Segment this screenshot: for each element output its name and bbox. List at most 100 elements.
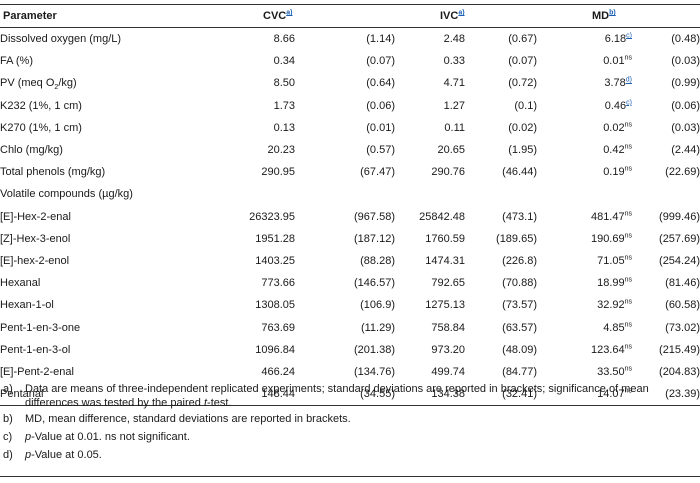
header-ivc-footnote-link[interactable]: a) [458, 9, 465, 17]
md-value: 0.46c) [537, 95, 632, 117]
row-label: PV (meq O2/kg) [0, 72, 218, 94]
table-row: [E]-Pent-2-enal 466.24 (134.76) 499.74 (84.7… [0, 361, 700, 383]
md-significance-mark: ns [624, 121, 633, 129]
ivc-sd: (1.95) [508, 144, 538, 157]
table-row: Chlo (mg/kg) 20.23 (0.57) 20.65 (1.95) 0.42ns… [0, 139, 700, 161]
md-number: 481.47 [590, 210, 625, 223]
cvc-value: 0.34 [273, 55, 295, 68]
row-label: Chlo (mg/kg) [0, 144, 63, 157]
ivc-value: 20.65 [437, 144, 465, 157]
cvc-sd: (106.9) [360, 299, 395, 312]
md-number: 123.64 [590, 343, 625, 356]
cvc-value: 20.23 [267, 144, 295, 157]
md-significance-mark: ns [624, 143, 633, 151]
md-significance-mark: ns [624, 365, 633, 373]
header-md-footnote-link[interactable]: b) [609, 9, 616, 17]
md-number: 6.18 [604, 33, 627, 46]
ivc-value: 758.84 [431, 321, 465, 334]
md-sd: (81.46) [665, 277, 700, 290]
footnote-c: c) p-Value at 0.01. ns not significant. [0, 430, 700, 444]
md-sd: (60.58) [665, 299, 700, 312]
ivc-sd: (46.44) [502, 166, 538, 179]
table-row: K232 (1%, 1 cm) 1.73 (0.06) 1.27 (0.1) 0.46c)… [0, 95, 700, 117]
header-cvc-footnote-link[interactable]: a) [286, 9, 293, 17]
ivc-sd: (473.1) [502, 210, 538, 223]
md-number: 32.92 [597, 299, 625, 312]
md-significance-mark: ns [624, 320, 633, 328]
ivc-value: 290.76 [431, 166, 465, 179]
ivc-sd: (226.8) [502, 254, 538, 267]
ivc-sd: (32.41) [465, 383, 538, 407]
header-parameter: Parameter [0, 4, 218, 28]
footnote-b-text: MD, mean difference, standard deviations… [25, 413, 351, 425]
footnote-c-text: p-Value at 0.01. ns not significant. [25, 430, 700, 444]
ivc-sd: (73.57) [502, 299, 538, 312]
footnote-a: a) Data are means of three-independent r… [0, 382, 700, 410]
ivc-sd: (0.07) [508, 55, 538, 68]
md-footnote-link[interactable]: d) [625, 76, 633, 84]
header-ivc-label: IVC [440, 10, 459, 22]
md-number: 190.69 [590, 232, 625, 245]
section-row: Volatile compounds (µg/kg) [0, 183, 700, 205]
md-value: 18.99ns [537, 272, 632, 294]
md-value: 0.01ns [537, 50, 632, 72]
row-label: [E]-Pent-2-enal [0, 365, 74, 378]
md-value: 4.85ns [537, 316, 632, 338]
bottom-rule [0, 476, 700, 477]
md-significance-mark: ns [624, 54, 633, 62]
table-row: Hexanal 773.66 (146.57) 792.65 (70.88) 18.99n… [0, 272, 700, 294]
row-label-subscript: 2 [54, 84, 59, 92]
row-label-text: PV (meq O [0, 77, 55, 90]
md-value: 481.47ns [537, 206, 632, 228]
ivc-value: 792.65 [431, 277, 465, 290]
ivc-value: 1760.59 [425, 232, 465, 245]
ivc-sd: (189.65) [496, 232, 538, 245]
cvc-sd: (134.76) [354, 365, 395, 378]
md-sd: (0.03) [671, 55, 700, 68]
cvc-sd: (11.29) [360, 321, 395, 334]
ivc-value: 0.33 [443, 55, 465, 68]
md-value: 32.92ns [537, 294, 632, 316]
footnote-d-text: p-Value at 0.05. [25, 448, 700, 462]
row-label: Pent-1-en-3-one [0, 321, 81, 334]
ivc-sd: (0.72) [508, 77, 538, 90]
md-number: 4.85 [603, 321, 625, 334]
ivc-sd: (0.1) [514, 99, 538, 112]
md-value: 190.69ns [537, 228, 632, 250]
row-label: [E]-Hex-2-enal [0, 210, 71, 223]
row-label: Pentanal [0, 383, 218, 407]
md-sd: (2.44) [671, 144, 700, 157]
md-footnote-link[interactable]: c) [626, 99, 633, 106]
footnote-a-marker: a) [3, 383, 13, 395]
ivc-value: 1.27 [443, 99, 465, 112]
footnote-a-italic: t [203, 397, 208, 409]
table-row: Dissolved oxygen (mg/L) 8.66 (1.14) 2.48 (0.… [0, 28, 700, 51]
md-significance-mark: ns [624, 387, 633, 395]
footnote-d-italic: p [25, 449, 32, 461]
ivc-sd: (48.09) [502, 343, 538, 356]
cvc-value: 8.50 [273, 77, 295, 90]
cvc-value: 290.95 [261, 166, 295, 179]
md-value: 0.42ns [537, 139, 632, 161]
table-row: Hexan-1-ol 1308.05 (106.9) 1275.13 (73.57) 32… [0, 294, 700, 316]
table-row: Pent-1-en-3-one 763.69 (11.29) 758.84 (63.57… [0, 316, 700, 338]
md-number: 18.99 [597, 277, 625, 290]
md-significance-mark: ns [624, 276, 633, 284]
md-sd: (254.24) [659, 254, 700, 267]
footnote-d-marker: d) [3, 449, 13, 461]
footnote-c-marker: c) [3, 431, 13, 443]
cvc-sd: (0.01) [366, 121, 395, 134]
md-value: 0.02ns [537, 117, 632, 139]
md-sd: (257.69) [659, 232, 700, 245]
cvc-value: 0.13 [273, 121, 295, 134]
md-sd: (22.69) [665, 166, 700, 179]
row-label-text-end: /kg) [58, 77, 77, 90]
footnote-b: b) MD, mean difference, standard deviati… [0, 412, 700, 426]
md-footnote-link[interactable]: c) [626, 32, 633, 40]
table-row: Total phenols (mg/kg) 290.95 (67.47) 290.76… [0, 161, 700, 183]
ivc-value: 0.11 [444, 121, 465, 134]
cvc-value: 1.73 [273, 99, 295, 112]
table-row: [E]-Hex-2-enal 26323.95 (967.58) 25842.48 (4… [0, 206, 700, 228]
table-row: [E]-hex-2-enol 1403.25 (88.28) 1474.31 (226.… [0, 250, 700, 272]
